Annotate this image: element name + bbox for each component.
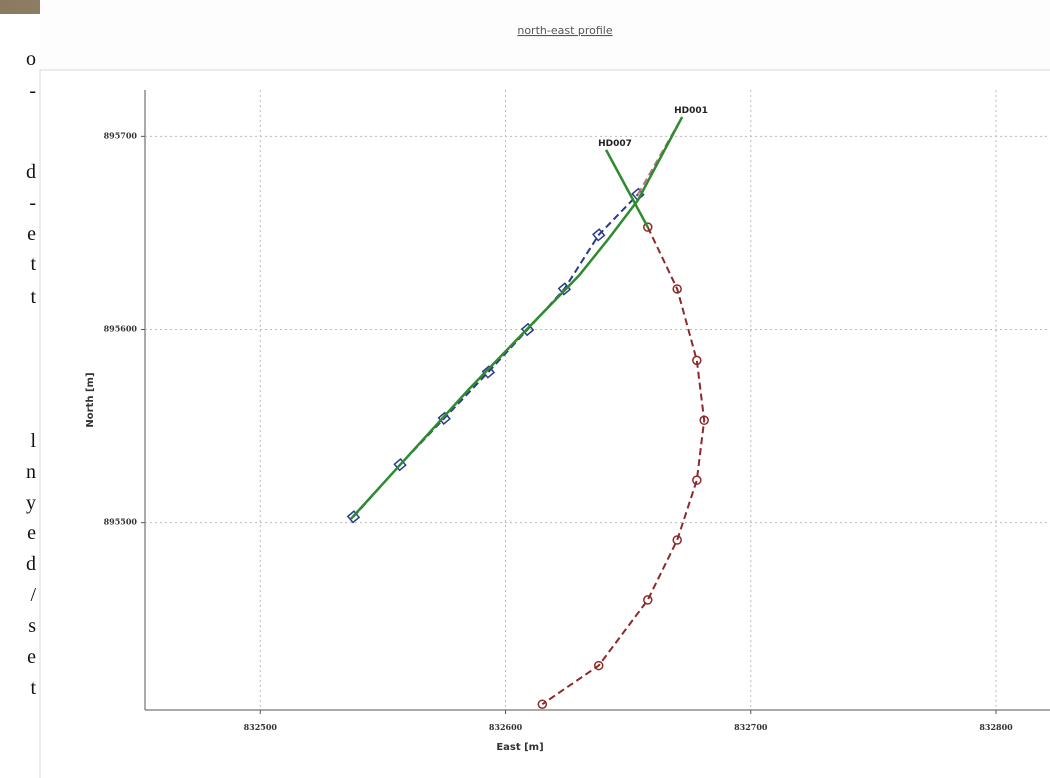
y-tick-label: 895700 [104,130,138,140]
side-text: y [26,492,36,514]
marker [537,699,548,709]
side-text: t [30,253,36,275]
marker [643,595,653,605]
y-tick-label: 895500 [104,517,138,527]
side-text: d [26,553,36,575]
marker [593,660,604,671]
series-line [604,149,649,228]
side-text: s [28,615,36,637]
marker [592,228,606,242]
side-text: t [30,286,36,308]
marker [672,284,682,294]
series-line [637,116,683,195]
x-tick-label: 832700 [734,722,768,732]
x-axis-title: East [m] [496,742,543,753]
marker [481,365,496,379]
series-line [541,226,706,706]
side-text: e [27,522,36,544]
y-axis-title: North [m] [85,372,96,427]
y-tick-label: 895600 [104,324,138,334]
marker [672,535,682,545]
side-text: - [29,192,36,214]
x-tick-label: 832600 [489,722,523,732]
side-text: e [27,223,36,245]
side-text: n [26,461,36,483]
marker [699,415,709,426]
side-text: d [26,161,36,183]
side-text: e [27,646,36,668]
chart-title: north-east profile [517,24,613,37]
marker [692,475,702,485]
marker [643,222,653,232]
marker [692,355,702,366]
side-text: / [30,584,36,606]
series-line [350,116,684,520]
x-tick-label: 832800 [979,722,1013,732]
side-text: - [29,80,36,102]
side-text: l [30,430,36,452]
side-text: o [26,48,36,70]
plot-panel [39,69,1050,778]
well-label: HD007 [598,139,632,149]
well-label: HD001 [674,106,708,116]
side-text: t [30,677,36,699]
x-tick-label: 832500 [244,722,278,732]
